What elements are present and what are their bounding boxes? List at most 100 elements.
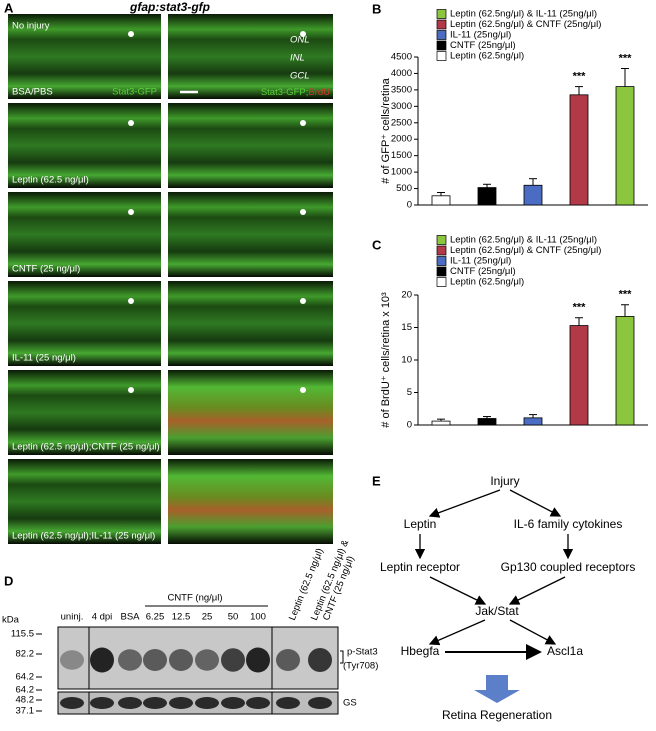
marker-dot <box>300 209 306 215</box>
y-tick-label: 5 <box>407 387 412 398</box>
row-label: BSA/PBS <box>12 87 53 98</box>
marker-dot <box>128 31 134 37</box>
node-label: Leptin receptor <box>380 560 460 574</box>
legend-label: IL-11 (25ng/μl) <box>450 30 511 41</box>
legend-label: Leptin (62.5ng/μl) & IL-11 (25ng/μl) <box>450 9 597 20</box>
y-tick-label: 2000 <box>391 134 412 145</box>
marker-dot <box>300 298 306 304</box>
marker-dot <box>128 387 134 393</box>
kda-label: kDa <box>2 615 20 626</box>
kda-marker: 64.2 <box>16 672 35 683</box>
y-tick-label: 4000 <box>391 68 412 79</box>
band <box>221 648 245 672</box>
y-tick-label: 0 <box>407 200 412 211</box>
band <box>195 649 219 671</box>
y-tick-label: 500 <box>396 183 412 194</box>
kda-marker: 48.2 <box>16 695 35 706</box>
band <box>195 697 219 709</box>
node-label: Gp130 coupled receptors <box>501 560 636 574</box>
row-label: No injury <box>12 21 50 32</box>
micrograph <box>168 192 333 277</box>
marker-dot <box>300 120 306 126</box>
y-tick-label: 1500 <box>391 150 412 161</box>
y-tick-label: 20 <box>401 290 412 301</box>
micrographs: Leptin (62.5 ng/μl) CNTF (25 ng/μl) IL-11 … <box>8 14 333 544</box>
bar <box>523 417 543 426</box>
cntf-header: CNTF (ng/μl) <box>167 593 222 604</box>
kda-marker: 82.2 <box>16 649 35 660</box>
legend-label: Leptin (62.5ng/μl) <box>450 277 524 288</box>
legend-swatch <box>436 51 447 61</box>
marker-dot <box>128 209 134 215</box>
pathway-diagram: Injury Leptin IL-6 family cytokines Leptin … <box>380 474 635 722</box>
condition-label: IL-11 (25 ng/μl) <box>12 353 76 364</box>
bar <box>431 195 451 206</box>
y-tick-label: 10 <box>401 355 412 366</box>
band <box>90 697 114 709</box>
significance: *** <box>619 289 633 301</box>
band <box>90 647 114 673</box>
y-tick-label: 1000 <box>391 167 412 178</box>
kda-marker: 64.2 <box>16 685 35 696</box>
panel-label: E <box>372 473 381 488</box>
lane-label: 50 <box>228 612 239 623</box>
y-tick-label: 15 <box>401 322 412 333</box>
channel-label: Stat3-GFP;BrdU <box>261 87 330 98</box>
legend-swatch <box>436 277 447 287</box>
significance: *** <box>573 302 587 314</box>
marker-dot <box>128 120 134 126</box>
node-label: Leptin <box>404 517 437 531</box>
bar <box>523 184 543 206</box>
bar <box>477 418 497 426</box>
legend-label: IL-11 (25ng/μl) <box>450 256 511 267</box>
lane-label: BSA <box>120 612 140 623</box>
bracket <box>340 650 344 664</box>
bar <box>569 94 589 206</box>
legend-swatch <box>436 19 447 30</box>
panel-title: gfap:stat3-gfp <box>129 0 210 14</box>
y-tick-label: 3000 <box>391 101 412 112</box>
legend-label: CNTF (25ng/μl) <box>450 266 516 277</box>
legend-swatch <box>436 266 447 277</box>
condition-label: CNTF (25 ng/μl) <box>12 264 80 275</box>
legend-swatch <box>436 30 447 40</box>
micrograph <box>8 281 161 366</box>
legend-label: Leptin (62.5ng/μl) <box>450 51 524 62</box>
band <box>221 697 245 709</box>
legend-swatch <box>436 245 447 256</box>
y-axis-label: # of GFP⁺ cells/retina <box>380 77 392 183</box>
micrograph <box>8 192 161 277</box>
bar <box>615 86 635 206</box>
significance: *** <box>573 71 587 83</box>
legend-label: CNTF (25ng/μl) <box>450 40 516 51</box>
bar <box>477 187 497 206</box>
band <box>276 649 300 671</box>
band <box>246 697 270 709</box>
arrow <box>428 619 486 646</box>
micrograph <box>168 459 333 544</box>
y-tick-label: 0 <box>407 420 412 431</box>
marker-dot <box>300 31 306 37</box>
lane-label: 25 <box>202 612 213 623</box>
legend-swatch <box>436 40 447 51</box>
arrow <box>428 489 501 518</box>
band <box>118 697 142 709</box>
arrow <box>509 619 557 645</box>
band <box>60 697 84 709</box>
panel-label: C <box>372 237 382 252</box>
lane-label: uninj. <box>61 612 84 623</box>
kda-marker: 37.1 <box>16 706 35 717</box>
y-axis-label: # of BrdU⁺ cells/retina x 10³ <box>380 292 392 428</box>
band-label: GS <box>343 698 357 709</box>
panel-label: D <box>4 573 13 588</box>
micrograph <box>168 103 333 188</box>
arrow <box>509 489 562 517</box>
bar <box>569 325 589 426</box>
micrograph <box>168 281 333 366</box>
band <box>246 647 270 673</box>
micrograph <box>8 370 161 455</box>
layer-label: ONL <box>290 35 310 46</box>
bar <box>431 420 451 426</box>
lane-label: 100 <box>250 612 266 623</box>
node-label: Jak/Stat <box>475 604 519 618</box>
